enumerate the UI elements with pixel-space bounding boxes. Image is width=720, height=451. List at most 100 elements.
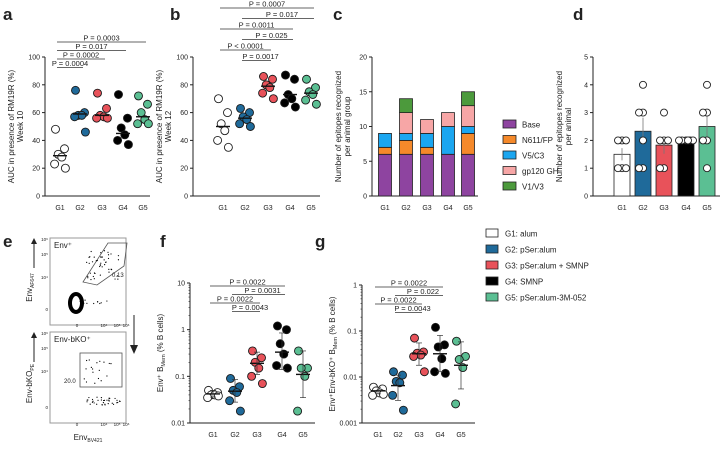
p-value-label: P = 0.0022	[380, 296, 416, 305]
panel-letter-f: f	[160, 232, 166, 251]
x-tick-label: G5	[306, 205, 315, 212]
event-dot	[101, 266, 103, 268]
event-dot	[89, 272, 91, 274]
y-tick-label: 0	[184, 194, 188, 201]
bar-segment-Base	[420, 153, 434, 197]
x-tick-label: G5	[456, 432, 465, 439]
legend-swatch	[485, 292, 499, 302]
event-dot	[117, 259, 120, 261]
event-dot	[97, 399, 99, 401]
panel-f: 0.01 0.1 1 10 G1 G2 G3 G4 G5 Env⁺ BMem (% B cells…	[156, 278, 315, 439]
p-value-label: P = 0.025	[255, 31, 287, 40]
y-tick-label: 20	[359, 55, 367, 62]
event-dot	[94, 382, 96, 384]
legend-label: G4: SMNP	[505, 278, 543, 287]
p-value-label: P = 0.0022	[229, 278, 265, 287]
data-point-G3	[656, 136, 664, 145]
x-tick-label: G2	[638, 205, 647, 212]
legend-swatch	[502, 135, 517, 144]
event-dot	[117, 255, 120, 257]
flow-x-tick: 10⁴	[101, 323, 108, 328]
flow-x-tick: 10⁴	[101, 422, 108, 427]
y-tick-label: 0	[363, 194, 367, 201]
bar-segment-gp120 GH	[461, 105, 475, 127]
event-dot	[93, 272, 96, 274]
flow-y-tick: 0	[45, 307, 48, 312]
data-point-G1	[368, 390, 378, 400]
flow-x-tick: 0	[76, 422, 79, 427]
data-point-G2	[639, 136, 647, 145]
event-dot	[82, 303, 84, 305]
data-point-G1	[213, 391, 223, 401]
event-dot	[91, 261, 94, 263]
data-point-G1	[203, 393, 213, 403]
event-dot	[99, 264, 101, 266]
legend-label: V1/V3	[522, 183, 544, 192]
x-tick-label: G4	[118, 205, 127, 212]
legend-label: Base	[522, 121, 541, 130]
data-point-G3	[656, 164, 664, 173]
event-dot	[83, 378, 85, 380]
bar-segment-V5/C3	[399, 133, 413, 141]
event-dot	[87, 275, 89, 277]
event-dot	[106, 375, 108, 377]
bar-segment-V1/V3	[399, 98, 413, 113]
event-dot	[114, 397, 116, 400]
event-dot	[89, 403, 91, 405]
data-point-G3	[257, 353, 266, 363]
event-dot	[80, 300, 82, 302]
data-point-G5	[703, 164, 711, 173]
data-point-G5	[703, 80, 711, 89]
data-point-G4	[431, 322, 440, 332]
data-point-G2	[236, 103, 245, 113]
flow-plot-frame	[49, 237, 127, 326]
data-point-G3	[416, 350, 426, 360]
data-point-G2	[70, 112, 80, 122]
panel-letter-b: b	[170, 5, 180, 24]
x-tick-label: G4	[443, 205, 452, 212]
data-point-G4	[433, 342, 443, 352]
p-value-label: P = 0.0011	[239, 21, 275, 30]
bar-segment-V5/C3	[461, 126, 475, 134]
data-point-G2	[389, 367, 398, 377]
y-tick-label: 100	[176, 55, 188, 62]
event-dot	[114, 278, 116, 280]
event-dot	[91, 368, 94, 370]
data-point-G4	[437, 354, 447, 364]
bar-segment-Base	[399, 153, 413, 197]
gate-rectangle	[79, 352, 123, 388]
event-dot	[100, 256, 103, 258]
data-point-G4	[275, 339, 285, 349]
flow-x-tick: 10⁶	[123, 422, 130, 427]
bar-segment-gp120 GH	[420, 119, 434, 134]
event-dot	[101, 256, 104, 258]
data-point-G3	[257, 379, 267, 389]
x-tick-label: G2	[393, 432, 402, 439]
event-dot	[100, 397, 103, 399]
data-point-G3	[660, 108, 668, 117]
event-dot	[110, 253, 112, 255]
event-dot	[93, 278, 95, 280]
gate-percentage: 0.13	[112, 273, 124, 279]
data-point-G5	[300, 371, 310, 381]
data-point-G3	[419, 367, 429, 377]
x-tick-label: G5	[138, 205, 147, 212]
x-tick-label: G1	[208, 432, 217, 439]
legend-swatch	[502, 119, 517, 129]
data-point-G3	[254, 363, 264, 373]
x-tick-label: G2	[230, 432, 239, 439]
p-value-label: P = 0.0003	[83, 34, 119, 43]
event-dot	[93, 302, 95, 305]
flow-y-tick: 10⁴	[41, 275, 48, 280]
y-tick-label: 4	[584, 82, 588, 89]
x-tick-label: G3	[97, 205, 106, 212]
data-point-G5	[143, 119, 153, 129]
data-point-G4	[272, 361, 282, 371]
data-point-G4	[123, 113, 132, 123]
data-point-G3	[268, 94, 278, 104]
y-tick-label: 60	[32, 110, 40, 117]
x-tick-label: G3	[414, 432, 423, 439]
event-dot	[99, 302, 101, 305]
event-dot	[96, 403, 98, 405]
y-tick-label: 0.01	[171, 421, 185, 428]
